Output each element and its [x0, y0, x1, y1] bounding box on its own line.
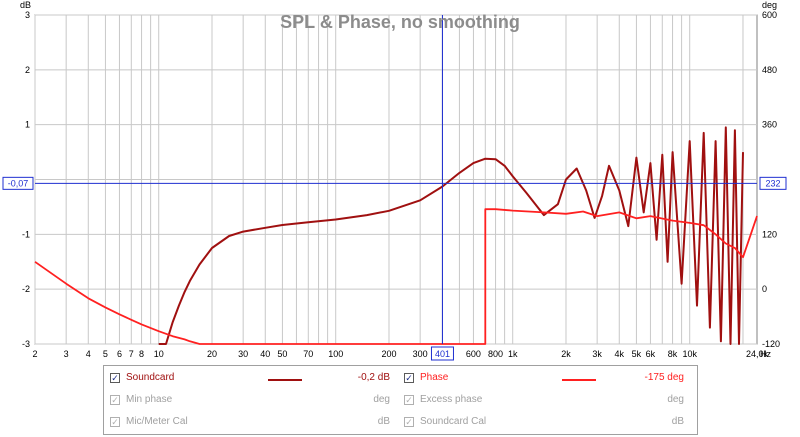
legend-item-phase[interactable]: ✓ Phase -175 deg [404, 369, 694, 389]
x-tick-label: 40 [260, 349, 270, 359]
legend-item-soundcard[interactable]: ✓ Soundcard -0,2 dB [110, 369, 400, 389]
legend-panel: ✓ Soundcard -0,2 dB ✓ Phase -175 deg ✓ M… [103, 365, 698, 435]
x-tick-label: 6k [646, 349, 656, 359]
series-line-phase [34, 208, 758, 345]
y-axis-left-label: dB [20, 0, 31, 10]
legend-value-phase: -175 deg [644, 372, 684, 383]
x-tick-label: 3 [64, 349, 69, 359]
x-tick-label: 5k [632, 349, 642, 359]
grid-lines [34, 14, 758, 345]
x-tick-label: 100 [328, 349, 343, 359]
y-left-tick-label: 3 [25, 10, 30, 20]
legend-row: ✓ Mic/Meter Cal dB ✓ Soundcard Cal dB [104, 413, 697, 433]
x-tick-label: 600 [466, 349, 481, 359]
legend-row: ✓ Min phase deg ✓ Excess phase deg [104, 391, 697, 411]
x-tick-label: 6 [117, 349, 122, 359]
legend-item-excess-phase[interactable]: ✓ Excess phase deg [404, 391, 694, 411]
y-axis-right-label: deg [762, 0, 777, 10]
legend-unit-min-phase: deg [373, 394, 390, 405]
legend-label-phase: Phase [420, 372, 449, 383]
excess-phase-checkbox[interactable]: ✓ [404, 395, 414, 405]
x-axis-label: Hz [760, 349, 771, 359]
legend-label-min-phase: Min phase [126, 394, 173, 405]
legend-item-mic-meter-cal[interactable]: ✓ Mic/Meter Cal dB [110, 413, 400, 433]
legend-value-soundcard: -0,2 dB [357, 372, 390, 383]
x-tick-label: 5 [103, 349, 108, 359]
y-right-tick-label: 120 [762, 229, 777, 239]
legend-swatch-phase [562, 379, 596, 381]
x-tick-label: 8k [668, 349, 678, 359]
phase-checkbox[interactable]: ✓ [404, 373, 414, 383]
legend-swatch-soundcard [268, 379, 302, 381]
y-right-tick-label: 360 [762, 120, 777, 130]
soundcard-checkbox[interactable]: ✓ [110, 373, 120, 383]
x-tick-label: 800 [488, 349, 503, 359]
x-tick-label: 3k [592, 349, 602, 359]
x-tick-label: 4 [86, 349, 91, 359]
x-tick-label: 2 [32, 349, 37, 359]
x-tick-label: 30 [238, 349, 248, 359]
x-tick-label: 300 [413, 349, 428, 359]
x-tick-label: 2k [561, 349, 571, 359]
left-axis-ticks: 3 2 1 -1 -2 -3 [22, 10, 30, 349]
y-left-tick-label: 2 [25, 65, 30, 75]
min-phase-checkbox[interactable]: ✓ [110, 395, 120, 405]
x-tick-label: 8 [139, 349, 144, 359]
cursor-right-value: 232 [765, 178, 780, 188]
series-line-soundcard [158, 126, 744, 345]
y-left-tick-label: -2 [22, 284, 30, 294]
legend-row: ✓ Soundcard -0,2 dB ✓ Phase -175 deg [104, 369, 697, 389]
x-tick-label: 10k [682, 349, 697, 359]
y-right-tick-label: 600 [762, 10, 777, 20]
y-right-tick-label: 480 [762, 65, 777, 75]
cursor-x-box [430, 346, 454, 361]
legend-label-mic-meter-cal: Mic/Meter Cal [126, 416, 188, 427]
y-right-tick-label: 0 [762, 284, 767, 294]
x-tick-label: 10 [154, 349, 164, 359]
cursor-left-box [2, 176, 34, 190]
x-tick-label: 24,0k [746, 349, 769, 359]
x-axis-ticks: 2 3 4 5 6 7 8 10 20 30 40 50 70 100 200 300 600 800 1k 2k 3k… [32, 349, 768, 359]
x-tick-label: 70 [303, 349, 313, 359]
x-tick-label: 20 [207, 349, 217, 359]
y-left-tick-label: 1 [25, 120, 30, 130]
legend-item-min-phase[interactable]: ✓ Min phase deg [110, 391, 400, 411]
cursor-x-value: 401 [435, 349, 450, 359]
x-tick-label: 7 [129, 349, 134, 359]
y-left-tick-label: -3 [22, 339, 30, 349]
soundcard-cal-checkbox[interactable]: ✓ [404, 417, 414, 427]
legend-label-excess-phase: Excess phase [420, 394, 483, 405]
y-right-tick-label: -120 [762, 339, 780, 349]
chart-title: SPL & Phase, no smoothing [280, 12, 520, 32]
legend-unit-soundcard-cal: dB [671, 416, 684, 427]
mic-meter-cal-checkbox[interactable]: ✓ [110, 417, 120, 427]
x-tick-label: 50 [277, 349, 287, 359]
cursor-left-value: -0,07 [8, 178, 29, 188]
legend-unit-excess-phase: deg [667, 394, 684, 405]
y-left-tick-label: -1 [22, 229, 30, 239]
legend-label-soundcard-cal: Soundcard Cal [420, 416, 487, 427]
cursor-right-box [759, 176, 787, 190]
right-axis-ticks: 600 480 360 120 0 -120 [762, 10, 780, 349]
legend-label-soundcard: Soundcard [126, 372, 175, 383]
x-tick-label: 4k [615, 349, 625, 359]
series-layer [34, 126, 758, 345]
legend-unit-mic-meter-cal: dB [377, 416, 390, 427]
x-tick-label: 200 [381, 349, 396, 359]
x-tick-label: 1k [508, 349, 518, 359]
legend-item-soundcard-cal[interactable]: ✓ Soundcard Cal dB [404, 413, 694, 433]
